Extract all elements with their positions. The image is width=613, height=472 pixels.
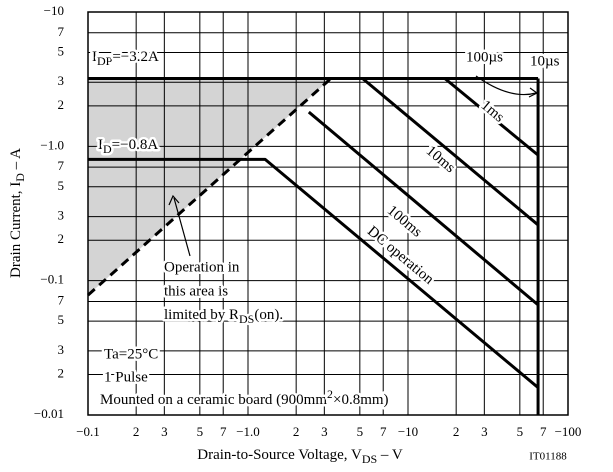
text-part: I [92, 49, 97, 65]
text-part: =−3.2A [112, 49, 159, 65]
x-tick-label: 2 [453, 424, 460, 439]
text-part: D [103, 142, 112, 156]
x-tick-label: 7 [540, 424, 547, 439]
series-label: 10ms [423, 143, 458, 176]
series-label: 1ms [478, 97, 508, 125]
text-part: Drain-to-Source Voltage, V [197, 447, 362, 463]
x-tick-label: 7 [220, 424, 227, 439]
y-tick-label: 5 [58, 178, 65, 193]
x-tick-label: 2 [133, 424, 140, 439]
x-tick-label: 3 [161, 424, 168, 439]
y-tick-label: −0.01 [34, 406, 64, 421]
y-tick-label: −0.1 [40, 272, 64, 287]
annotation: IDP=−3.2A [92, 49, 159, 67]
lines-layer [87, 76, 540, 415]
y-tick-label: 2 [58, 97, 65, 112]
text-part: Mounted on a ceramic board (900mm [100, 392, 327, 408]
y-tick-label: 5 [58, 312, 65, 327]
y-tick-label: −10 [44, 3, 64, 18]
x-tick-label: −0.1 [76, 424, 100, 439]
y-tick-label: 3 [58, 208, 65, 223]
text-part: D [13, 173, 27, 182]
series-label: 100ms [384, 203, 425, 241]
text-part: I [98, 137, 103, 153]
x-tick-label: −10 [398, 424, 418, 439]
y-tick-label: −1.0 [40, 137, 64, 152]
annotation: 100µs [466, 49, 503, 65]
text-part: Drain Current, I [8, 182, 24, 278]
annotation: 10µs [530, 53, 560, 69]
text-part: DP [97, 54, 113, 68]
x-axis-title: Drain-to-Source Voltage, VDS – V [197, 447, 403, 465]
annotation: 1 Pulse [104, 369, 148, 385]
y-axis-title: Drain Current, ID – A [8, 148, 26, 278]
y-tick-label: 2 [58, 231, 65, 246]
series-label: DC operation [364, 223, 437, 288]
soa-line [443, 77, 540, 157]
x-tick-label: 3 [321, 424, 328, 439]
annotation: this area is [164, 283, 228, 299]
text-part: – A [8, 148, 24, 173]
soa-line [307, 110, 540, 307]
annotation: limited by RDS(on). [164, 307, 283, 325]
x-tick-label: 3 [481, 424, 488, 439]
rds-limit-line [87, 77, 332, 297]
figure-code: IT01188 [529, 451, 567, 463]
y-tick-label: 3 [58, 342, 65, 357]
text-part: =−0.8A [112, 137, 159, 153]
labels-layer: −0.1 2 3 5 7 −1.0 2 3 5 7 −10 2 3 5 7 −100 −0.01 2 3 5 7 −0.1… [8, 3, 581, 466]
soa-line [361, 77, 540, 227]
x-tick-label: 5 [517, 424, 524, 439]
annotation: Ta=25°C [104, 346, 158, 362]
y-tick-label: 3 [58, 73, 65, 88]
annotation: Mounted on a ceramic board (900mm2×0.8mm… [100, 387, 389, 409]
arrow-100us [475, 75, 537, 96]
text-part: – V [377, 447, 403, 463]
arrow-head [168, 194, 180, 206]
x-tick-label: 2 [293, 424, 300, 439]
y-tick-label: 7 [58, 24, 65, 39]
annotation: ID=−0.8A [98, 137, 158, 155]
arrow-head [528, 87, 539, 98]
x-tick-label: −1.0 [236, 424, 260, 439]
y-tick-label: 5 [58, 43, 65, 58]
y-tick-label: 7 [58, 292, 65, 307]
text-part: ×0.8mm) [333, 392, 389, 408]
x-tick-label: 5 [197, 424, 204, 439]
x-tick-label: 5 [357, 424, 364, 439]
text-part: DS [239, 312, 254, 326]
y-tick-label: 7 [58, 158, 65, 173]
annotation: Operation in [164, 259, 240, 275]
text-part: (on). [254, 307, 283, 323]
text-part: DS [362, 452, 377, 466]
x-tick-label: 7 [380, 424, 387, 439]
text-part: 2 [327, 387, 333, 401]
plot-frame [87, 11, 569, 416]
soa-line [88, 157, 540, 389]
y-tick-label: 2 [58, 366, 65, 381]
x-tick-label: −100 [555, 424, 582, 439]
text-part: limited by R [164, 307, 239, 323]
arrow-area [173, 197, 191, 257]
